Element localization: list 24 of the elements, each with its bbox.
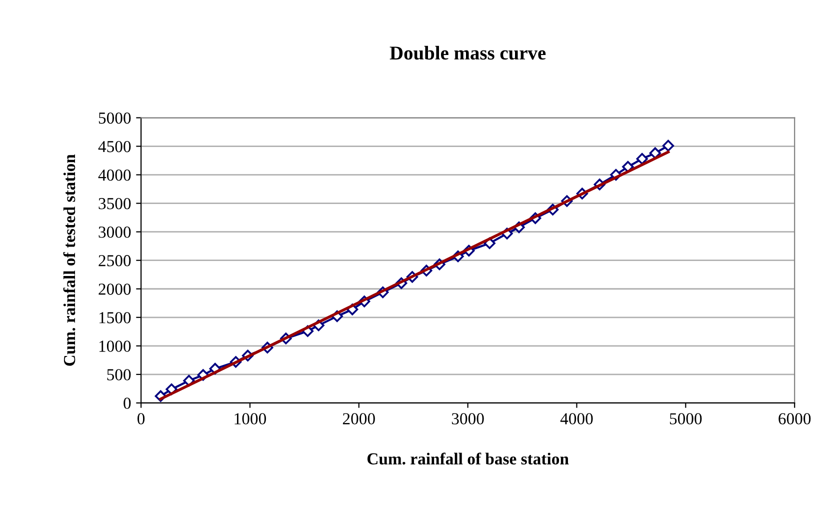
x-tick-label: 1000 xyxy=(234,413,266,424)
chart-title: Double mass curve xyxy=(390,46,546,60)
x-axis-title: Cum. rainfall of base station xyxy=(367,452,569,465)
y-tick-label: 3000 xyxy=(98,226,131,238)
point xyxy=(649,147,661,159)
point xyxy=(636,153,648,165)
x-tick-label: 3000 xyxy=(452,413,484,424)
y-tick-label: 3500 xyxy=(98,198,131,210)
y-tick-label: 1000 xyxy=(99,340,131,352)
x-tick-label: 6000 xyxy=(778,413,811,424)
y-tick-label: 4500 xyxy=(98,140,131,152)
y-tick-label: 2000 xyxy=(98,284,131,295)
x-tick-label: 2000 xyxy=(342,413,375,424)
y-tick-label: 5000 xyxy=(98,112,131,124)
y-tick-label: 1500 xyxy=(99,312,131,324)
x-tick-label: 5000 xyxy=(670,413,702,424)
y-tick-label: 0 xyxy=(124,398,131,409)
y-tick-label: 4000 xyxy=(98,169,131,181)
y-tick-label: 500 xyxy=(107,369,131,380)
y-axis-title: Cum. rainfall of tested station xyxy=(63,154,76,366)
x-tick-label: 0 xyxy=(138,413,145,424)
point xyxy=(662,140,674,152)
y-tick-label: 2500 xyxy=(98,255,131,266)
x-tick-label: 4000 xyxy=(560,413,593,424)
